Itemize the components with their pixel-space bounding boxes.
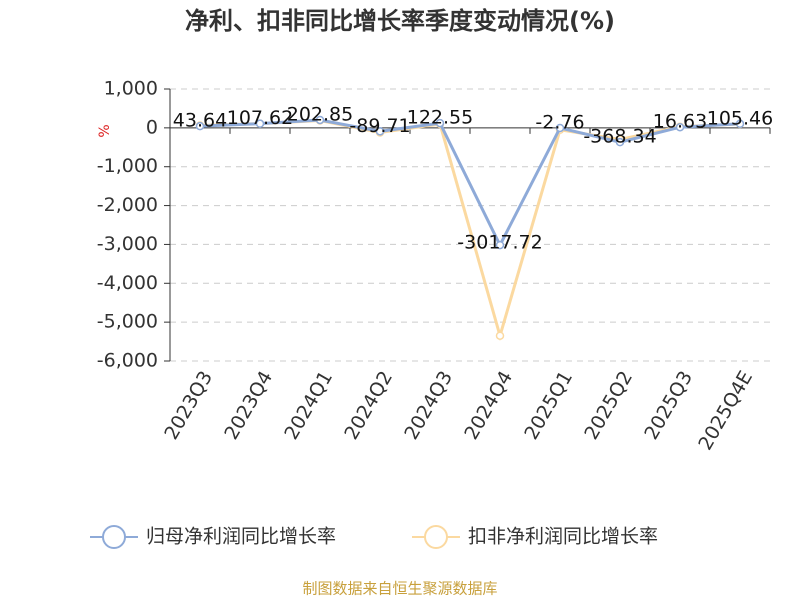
point [315, 115, 325, 125]
point [375, 127, 385, 136]
legend-marker [102, 525, 126, 549]
data-label: 122.55 [407, 107, 473, 129]
y-axis-label: % [97, 124, 113, 137]
data-label: -89.71 [349, 115, 410, 137]
y-tick-label: 1,000 [104, 78, 158, 100]
y-tick-label: -4,000 [97, 272, 158, 294]
data-label: -2.76 [535, 111, 584, 133]
data-label: 107.62 [227, 107, 293, 129]
chart-title: 净利、扣非同比增长率季度变动情况(%) [185, 7, 615, 35]
data-label: 202.85 [287, 103, 353, 125]
point [255, 119, 265, 128]
y-tick-label: 0 [146, 116, 158, 138]
data-label: 16.63 [653, 111, 707, 133]
point [615, 137, 625, 147]
data-label: 43.64 [173, 110, 227, 132]
legend-marker [424, 525, 448, 549]
y-tick-label: -2,000 [97, 194, 158, 216]
point [435, 118, 445, 128]
x-tick-label: 2024Q1 [280, 367, 337, 443]
x-tick-label: 2025Q3 [640, 367, 697, 443]
point [195, 121, 205, 131]
x-tick-label: 2025Q2 [580, 367, 637, 443]
point [495, 240, 505, 250]
point [495, 331, 505, 340]
data-label: -3017.72 [457, 232, 542, 254]
x-tick-label: 2023Q3 [160, 367, 217, 443]
y-tick-label: -3,000 [97, 233, 158, 255]
x-tick-label: 2025Q4E [694, 367, 757, 454]
y-tick-label: -1,000 [97, 155, 158, 177]
legend-label: 归母净利润同比增长率 [146, 526, 336, 548]
x-tick-label: 2024Q2 [340, 367, 397, 443]
x-tick-label: 2024Q4 [460, 367, 517, 443]
point [555, 123, 565, 133]
source-note: 制图数据来自恒生聚源数据库 [302, 580, 497, 598]
series-line [199, 118, 741, 249]
x-tick-label: 2023Q4 [220, 367, 277, 443]
data-label: 105.46 [707, 107, 773, 129]
point [735, 119, 745, 129]
point [675, 122, 685, 132]
y-tick-label: -5,000 [97, 311, 158, 333]
x-tick-label: 2025Q1 [520, 367, 577, 443]
data-label: -368.34 [583, 126, 656, 148]
y-tick-label: -6,000 [97, 350, 158, 372]
series-line [199, 118, 741, 342]
x-tick-label: 2024Q3 [400, 367, 457, 443]
legend-label: 扣非净利润同比增长率 [468, 526, 658, 548]
